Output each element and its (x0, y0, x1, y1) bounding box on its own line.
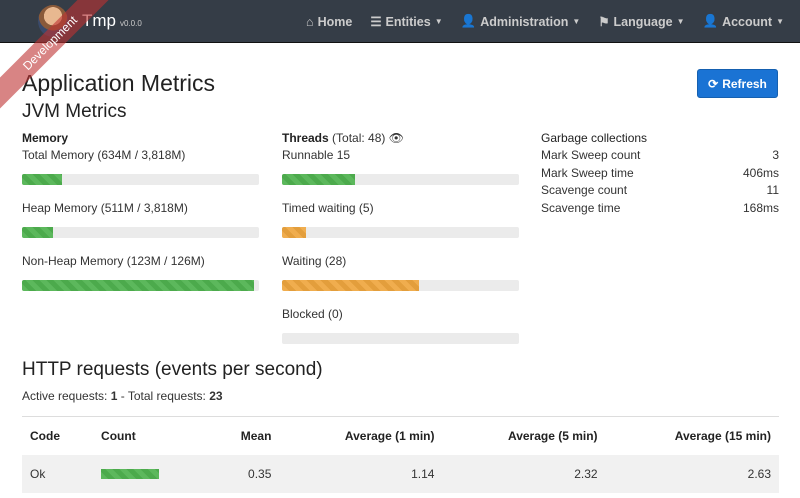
thread-label: Waiting (28) (282, 254, 347, 268)
gc-label: Scavenge count (541, 183, 628, 197)
total-value: 23 (209, 389, 223, 403)
gc-value: 11 (766, 183, 779, 197)
col-avg5: Average (5 min) (507, 428, 598, 443)
page-title: Application Metrics (22, 70, 216, 96)
memory-bar (22, 280, 259, 291)
list-icon: ☰ (370, 15, 382, 29)
col-avg15: Average (15 min) (674, 428, 771, 443)
cell-mean: 0.35 (207, 454, 280, 493)
gc-value: 406ms (742, 165, 779, 180)
jvm-title: JVM Metrics (22, 101, 127, 122)
gc-label: Mark Sweep time (541, 165, 634, 180)
memory-label: Non-Heap Memory (123M / 126M) (22, 254, 205, 268)
thread-label: Blocked (0) (282, 307, 343, 321)
threads-title: Threads (282, 131, 329, 145)
thread-label: Runnable 15 (282, 148, 351, 162)
nav-administration[interactable]: 👤 Administration ▼ (461, 14, 581, 29)
memory-title: Memory (22, 131, 69, 145)
brand-version: v0.0.0 (120, 18, 142, 28)
col-count: Count (101, 428, 136, 443)
total-label: - Total requests: (117, 389, 206, 403)
memory-fill (22, 227, 53, 238)
table-row: Ok 0.35 1.14 2.32 2.63 (22, 454, 779, 493)
nav-label: Entities (385, 14, 431, 29)
gc-value: 168ms (742, 200, 779, 215)
home-icon: ⌂ (306, 14, 314, 29)
caret-down-icon: ▼ (776, 17, 784, 26)
cell-avg15: 2.63 (605, 454, 779, 493)
memory-label: Heap Memory (511M / 3,818M) (22, 201, 188, 215)
memory-fill (22, 280, 255, 291)
active-requests: Active requests: 1 - Total requests: 23 (22, 389, 223, 403)
refresh-label: Refresh (722, 76, 767, 91)
http-table: Code Count Mean Average (1 min) Average … (22, 416, 779, 493)
gc-value: 3 (772, 148, 779, 162)
http-title: HTTP requests (events per second) (22, 359, 323, 380)
gc-title: Garbage collections (541, 131, 648, 145)
nav-account[interactable]: 👤 Account ▼ (703, 14, 785, 29)
memory-fill (22, 174, 63, 185)
caret-down-icon: ▼ (572, 17, 581, 26)
gc-label: Scavenge time (541, 200, 621, 215)
refresh-button[interactable]: ⟳ Refresh (697, 69, 778, 98)
nav-home[interactable]: ⌂ Home (306, 15, 352, 29)
thread-fill (282, 227, 306, 238)
threads-section: Threads (Total: 48) 👁 Runnable 15 Timed … (282, 131, 519, 360)
user-icon: 👤 (702, 14, 719, 28)
thread-bar (282, 227, 519, 238)
count-fill (101, 468, 160, 479)
memory-section: Memory Total Memory (634M / 3,818M) Heap… (22, 131, 259, 307)
gc-section: Garbage collections Mark Sweep count 3 Ma… (541, 131, 779, 218)
col-code: Code (30, 428, 60, 443)
user-plus-icon: 👤 (460, 14, 477, 28)
caret-down-icon: ▼ (676, 17, 685, 26)
gc-row: Mark Sweep count 3 (541, 148, 779, 166)
col-mean: Mean (240, 428, 272, 443)
nav-entities[interactable]: ☰ Entities ▼ (370, 14, 443, 30)
nav-label: Language (613, 14, 673, 29)
gc-row: Scavenge time 168ms (541, 201, 779, 219)
gc-row: Mark Sweep time 406ms (541, 166, 779, 184)
nav-label: Account (722, 14, 773, 29)
col-avg1: Average (1 min) (344, 428, 435, 443)
threads-total: (Total: 48) (332, 131, 386, 145)
thread-fill (282, 280, 420, 291)
memory-bar (22, 227, 259, 238)
active-label: Active requests: (22, 389, 108, 403)
thread-label: Timed waiting (5) (282, 201, 374, 215)
navbar: Tmp v0.0.0 ⌂ Home ☰ Entities ▼ 👤 Administrat… (0, 0, 800, 43)
cell-avg5: 2.32 (442, 454, 606, 493)
thread-bar (282, 174, 519, 185)
active-value: 1 (110, 389, 118, 403)
thread-bar (282, 333, 519, 344)
cell-avg1: 1.14 (279, 454, 443, 493)
caret-down-icon: ▼ (434, 17, 443, 26)
cell-count (93, 454, 208, 493)
eye-icon[interactable]: 👁 (388, 131, 404, 145)
nav-language[interactable]: ⚑ Language ▼ (598, 14, 685, 30)
count-bar (101, 468, 160, 479)
nav-label: Administration (480, 14, 569, 29)
thread-fill (282, 174, 356, 185)
flag-icon: ⚑ (598, 15, 610, 29)
gc-row: Scavenge count 11 (541, 183, 779, 201)
refresh-icon: ⟳ (708, 76, 719, 91)
thread-bar (282, 280, 519, 291)
nav-label: Home (317, 14, 353, 29)
memory-bar (22, 174, 259, 185)
gc-label: Mark Sweep count (541, 148, 641, 162)
memory-label: Total Memory (634M / 3,818M) (22, 148, 186, 162)
cell-code: Ok (22, 454, 94, 493)
